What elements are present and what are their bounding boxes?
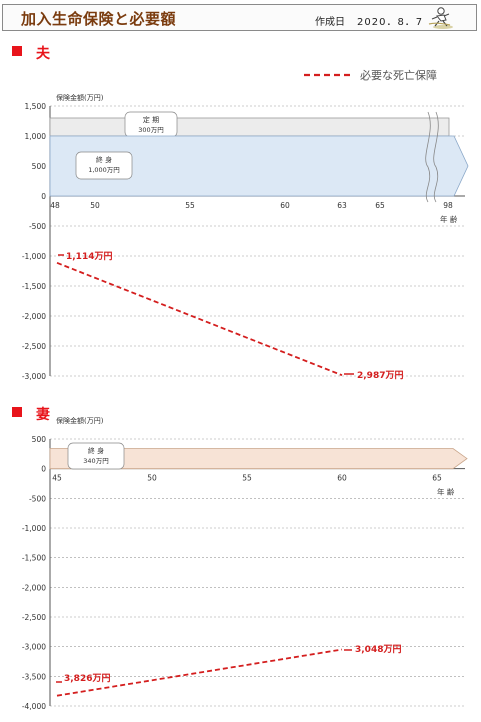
- required-coverage-line: [56, 648, 343, 697]
- insurance-amount-label: 340万円: [83, 457, 108, 465]
- section-label-husband: 夫: [36, 45, 51, 62]
- x-tick-label: 50: [90, 201, 100, 210]
- report-header: 加入生命保険と必要額 作成日 2020．8．7: [2, 4, 477, 31]
- y-tick-label: -2,000: [22, 312, 46, 321]
- husband-chart: 保険金額(万円) 1,500 1,000 500 0 -500 -1,000 -1,500 -2…: [22, 93, 469, 381]
- legend-label: 必要な死亡保障: [360, 68, 437, 82]
- y-tick-label: -500: [29, 494, 46, 503]
- insurance-label-box: [67, 442, 125, 470]
- insurance-type-label: 終 身: [88, 446, 104, 455]
- y-tick-label: -2,500: [22, 613, 46, 622]
- y-axis-label: 保険金額(万円): [56, 93, 104, 102]
- x-tick-label: 45: [52, 474, 62, 483]
- insurance-amount-label: 1,000万円: [88, 166, 120, 174]
- report-title: 加入生命保険と必要額: [21, 10, 177, 28]
- date-label: 作成日: [315, 17, 345, 28]
- insurance-label-box: [75, 151, 133, 180]
- wife-chart: 保険金額(万円) 500 0 -500 -1,000 -1,500 -2,000 -2,500…: [22, 416, 468, 711]
- x-axis-label: 年 齢: [440, 214, 458, 224]
- y-tick-label: -3,000: [22, 372, 46, 381]
- annotation-label: 1,114万円: [66, 251, 112, 262]
- insurance-band-1: [49, 135, 469, 197]
- section-marker-wife: [12, 407, 22, 417]
- x-tick-label: 50: [147, 474, 157, 483]
- y-tick-label: 1,500: [25, 102, 47, 111]
- y-tick-label: -3,000: [22, 643, 46, 652]
- x-tick-label: 60: [280, 201, 290, 210]
- axis-break-mark: [425, 111, 431, 203]
- y-tick-label: -500: [29, 222, 46, 231]
- y-tick-label: 0: [41, 465, 46, 474]
- x-tick-label: 63: [337, 201, 347, 210]
- section-marker-husband: [12, 46, 22, 56]
- y-tick-label: 500: [32, 435, 47, 444]
- required-coverage-line: [56, 262, 343, 377]
- x-tick-label: 55: [185, 201, 195, 210]
- y-tick-label: -1,000: [22, 252, 46, 261]
- y-tick-label: -3,500: [22, 672, 46, 681]
- y-tick-label: -2,000: [22, 583, 46, 592]
- walking-person-logo-icon: [426, 6, 454, 34]
- annotation-label: 2,987万円: [357, 370, 403, 381]
- date-value: 2020．8．7: [357, 17, 424, 28]
- insurance-type-label: 定 期: [143, 115, 159, 124]
- annotation-label: 3,826万円: [64, 673, 110, 684]
- insurance-band-0: [49, 117, 450, 137]
- y-tick-label: 0: [41, 192, 46, 201]
- y-tick-label: -2,500: [22, 342, 46, 351]
- x-tick-label: 65: [375, 201, 385, 210]
- x-tick-label: 60: [337, 474, 347, 483]
- x-tick-label: 65: [432, 474, 442, 483]
- y-tick-label: 1,000: [25, 132, 47, 141]
- insurance-band-0: [49, 448, 468, 470]
- y-tick-label: -1,500: [22, 282, 46, 291]
- section-label-wife: 妻: [36, 406, 50, 423]
- x-tick-label: 55: [242, 474, 252, 483]
- y-tick-label: 500: [32, 162, 47, 171]
- y-tick-label: -4,000: [22, 702, 46, 711]
- axis-break-mark: [433, 111, 439, 203]
- y-tick-label: -1,000: [22, 524, 46, 533]
- x-axis-label: 年 齢: [437, 487, 455, 497]
- x-tick-label: 98: [443, 201, 453, 210]
- insurance-type-label: 終 身: [96, 155, 112, 164]
- x-tick-label: 48: [50, 201, 60, 210]
- insurance-amount-label: 300万円: [138, 126, 163, 134]
- annotation-label: 3,048万円: [355, 644, 401, 655]
- y-tick-label: -1,500: [22, 554, 46, 563]
- y-axis-label: 保険金額(万円): [56, 416, 104, 425]
